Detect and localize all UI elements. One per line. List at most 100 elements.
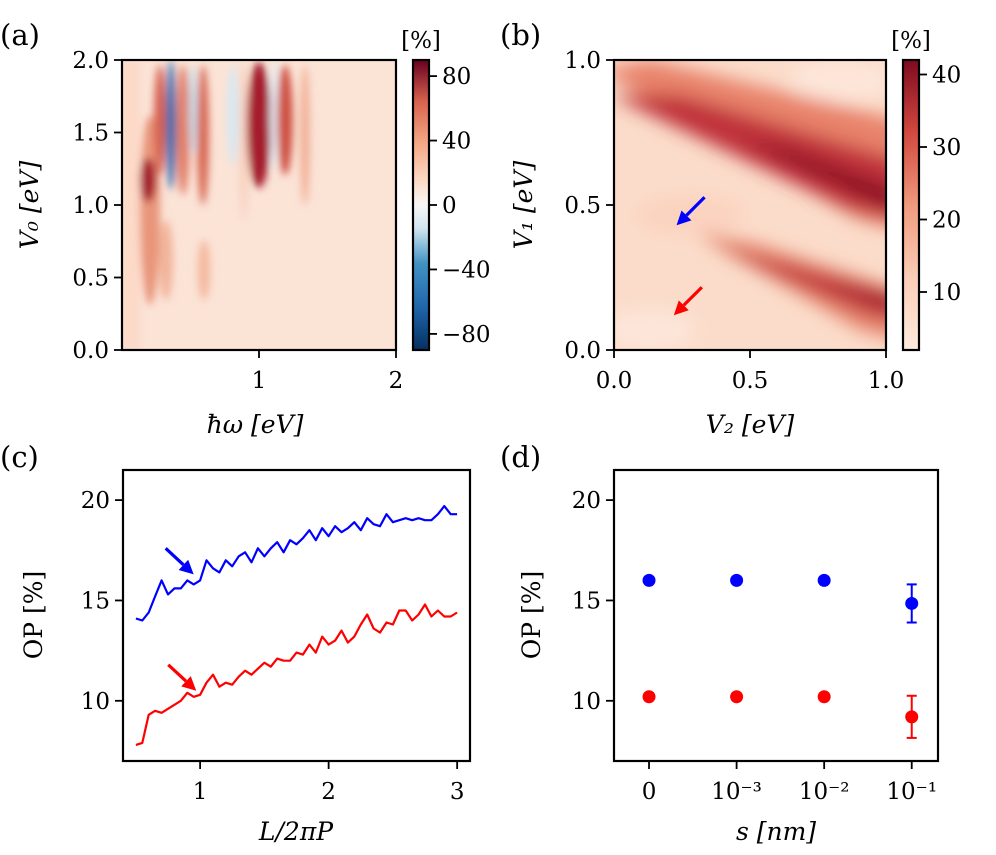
heatmap-a-features bbox=[122, 60, 310, 350]
colorbar-b-tick-label: 30 bbox=[932, 135, 961, 161]
heatmap-a-feature bbox=[227, 65, 239, 165]
y-axis-c: 10 15 20 bbox=[81, 488, 123, 715]
heatmap-b-band bbox=[614, 95, 886, 218]
colorbar-a bbox=[413, 60, 429, 350]
b-x-tick-label: 0.0 bbox=[596, 368, 633, 394]
x-axis-label-b: V₂ [eV] bbox=[706, 410, 795, 439]
panel-c: (c) 10 15 20 1 2 3 L/2πP OP [%] bbox=[0, 440, 472, 846]
colorbar-b-tick-label: 20 bbox=[932, 208, 961, 234]
heatmap-a-feature bbox=[159, 220, 173, 300]
a-y-tick-label: 0.5 bbox=[72, 266, 109, 292]
colorbar-b bbox=[903, 60, 919, 350]
heatmap-b-feature bbox=[635, 195, 745, 235]
panel-b: (b) 0.0 0.5 1.0 0.0 0.5 1.0 V₂ [eV] V₁ [eV] bbox=[500, 18, 961, 439]
d-y-tick-label: 10 bbox=[572, 689, 601, 715]
x-axis-label-c: L/2πP bbox=[258, 817, 334, 846]
colorbar-a-tick-label: −40 bbox=[442, 257, 491, 283]
x-axis-label-d: s [nm] bbox=[736, 817, 816, 846]
heatmap-a-feature bbox=[277, 65, 293, 175]
series-line-red bbox=[135, 603, 458, 746]
axes-frame-c bbox=[121, 468, 472, 763]
x-axis-d: 0 10⁻³ 10⁻² 10⁻¹ bbox=[642, 761, 937, 805]
heatmap-a-feature bbox=[122, 60, 140, 350]
b-x-tick-label: 1.0 bbox=[868, 368, 905, 394]
c-arrow-head bbox=[178, 559, 194, 575]
c-y-tick-label: 10 bbox=[81, 689, 110, 715]
plot-area-d bbox=[642, 573, 919, 739]
heatmap-a-feature bbox=[270, 60, 278, 170]
data-point-blue bbox=[905, 596, 919, 610]
y-axis-b: 0.0 0.5 1.0 bbox=[564, 48, 614, 364]
heatmap-a-feature bbox=[247, 62, 271, 188]
panel-label-a: (a) bbox=[0, 18, 40, 52]
heatmap-b-band bbox=[820, 280, 886, 307]
panel-label-c: (c) bbox=[0, 440, 39, 474]
heatmap-a-feature bbox=[154, 65, 166, 175]
y-axis-d: 10 15 20 bbox=[572, 488, 614, 715]
c-x-tick-label: 1 bbox=[193, 779, 208, 805]
c-y-tick-label: 20 bbox=[81, 488, 110, 514]
y-axis-a: 0.0 0.5 1.0 1.5 2.0 bbox=[72, 48, 122, 364]
plot-area-c bbox=[135, 505, 458, 746]
colorbar-a-tick-label: 40 bbox=[442, 129, 471, 155]
data-point-blue bbox=[730, 573, 744, 587]
data-point-red bbox=[905, 710, 919, 724]
colorbar-a-tick-label: 80 bbox=[442, 64, 471, 90]
colorbar-b-tick-label: 40 bbox=[932, 63, 961, 89]
d-y-tick-label: 15 bbox=[572, 588, 601, 614]
c-arrow-shaft bbox=[167, 663, 188, 683]
b-y-tick-label: 0.0 bbox=[564, 338, 601, 364]
heatmap-b bbox=[614, 60, 886, 350]
x-axis-label-a: ħω [eV] bbox=[207, 410, 304, 439]
b-y-tick-label: 0.5 bbox=[564, 193, 601, 219]
d-y-tick-label: 20 bbox=[572, 488, 601, 514]
c-x-tick-label: 2 bbox=[321, 779, 336, 805]
a-x-tick-label: 1 bbox=[252, 368, 267, 394]
b-arrow-shaft bbox=[682, 286, 703, 307]
panel-label-b: (b) bbox=[500, 18, 541, 52]
axes-frame-d bbox=[612, 468, 940, 763]
heatmap-b-features bbox=[614, 60, 886, 350]
heatmap-a-feature bbox=[239, 60, 249, 220]
b-x-tick-label: 0.5 bbox=[732, 368, 769, 394]
c-arrow-head bbox=[181, 676, 197, 691]
heatmap-a-feature bbox=[198, 240, 210, 300]
colorbar-a-axis: −80 −40 0 40 80 bbox=[429, 64, 491, 348]
b-arrow-head bbox=[676, 210, 692, 226]
c-arrow-shaft bbox=[164, 547, 185, 567]
panel-a: (a) 0.0 0.5 1.0 1 bbox=[0, 18, 491, 439]
b-arrow-head bbox=[673, 300, 689, 316]
heatmap-a bbox=[122, 60, 396, 350]
y-axis-label-b: V₁ [eV] bbox=[509, 161, 538, 250]
y-axis-label-c: OP [%] bbox=[19, 571, 48, 660]
data-point-red bbox=[642, 690, 656, 704]
data-point-blue bbox=[817, 573, 831, 587]
d-x-tick-label: 0 bbox=[642, 779, 657, 805]
d-x-tick-label: 10⁻³ bbox=[711, 779, 762, 805]
a-y-tick-label: 1.0 bbox=[72, 193, 109, 219]
heatmap-a-feature bbox=[166, 60, 176, 190]
d-x-tick-label: 10⁻² bbox=[799, 779, 850, 805]
panel-d: (d) 10 15 20 0 10⁻³ 10⁻² 10⁻¹ s [nm] OP [%] bbox=[500, 440, 940, 846]
colorbar-b-frame bbox=[901, 58, 921, 352]
colorbar-b-tick-label: 10 bbox=[932, 280, 961, 306]
heatmap-b-feature bbox=[614, 310, 695, 350]
b-arrow-shaft bbox=[685, 196, 706, 217]
a-y-tick-label: 0.0 bbox=[72, 338, 109, 364]
series-line-blue bbox=[135, 505, 458, 622]
colorbar-a-title: [%] bbox=[401, 28, 441, 54]
data-point-red bbox=[817, 690, 831, 704]
b-y-tick-label: 1.0 bbox=[564, 48, 601, 74]
c-y-tick-label: 15 bbox=[81, 588, 110, 614]
heatmap-b-band bbox=[720, 250, 886, 318]
colorbar-a-tick-label: 0 bbox=[442, 193, 457, 219]
heatmap-a-feature bbox=[140, 158, 156, 202]
data-point-red bbox=[730, 690, 744, 704]
panel-label-d: (d) bbox=[500, 440, 541, 474]
a-y-tick-label: 2.0 bbox=[72, 48, 109, 74]
data-point-blue bbox=[642, 573, 656, 587]
d-x-tick-label: 10⁻¹ bbox=[886, 779, 937, 805]
colorbar-a-tick-label: −80 bbox=[442, 322, 491, 348]
x-axis-c: 1 2 3 bbox=[193, 761, 464, 805]
